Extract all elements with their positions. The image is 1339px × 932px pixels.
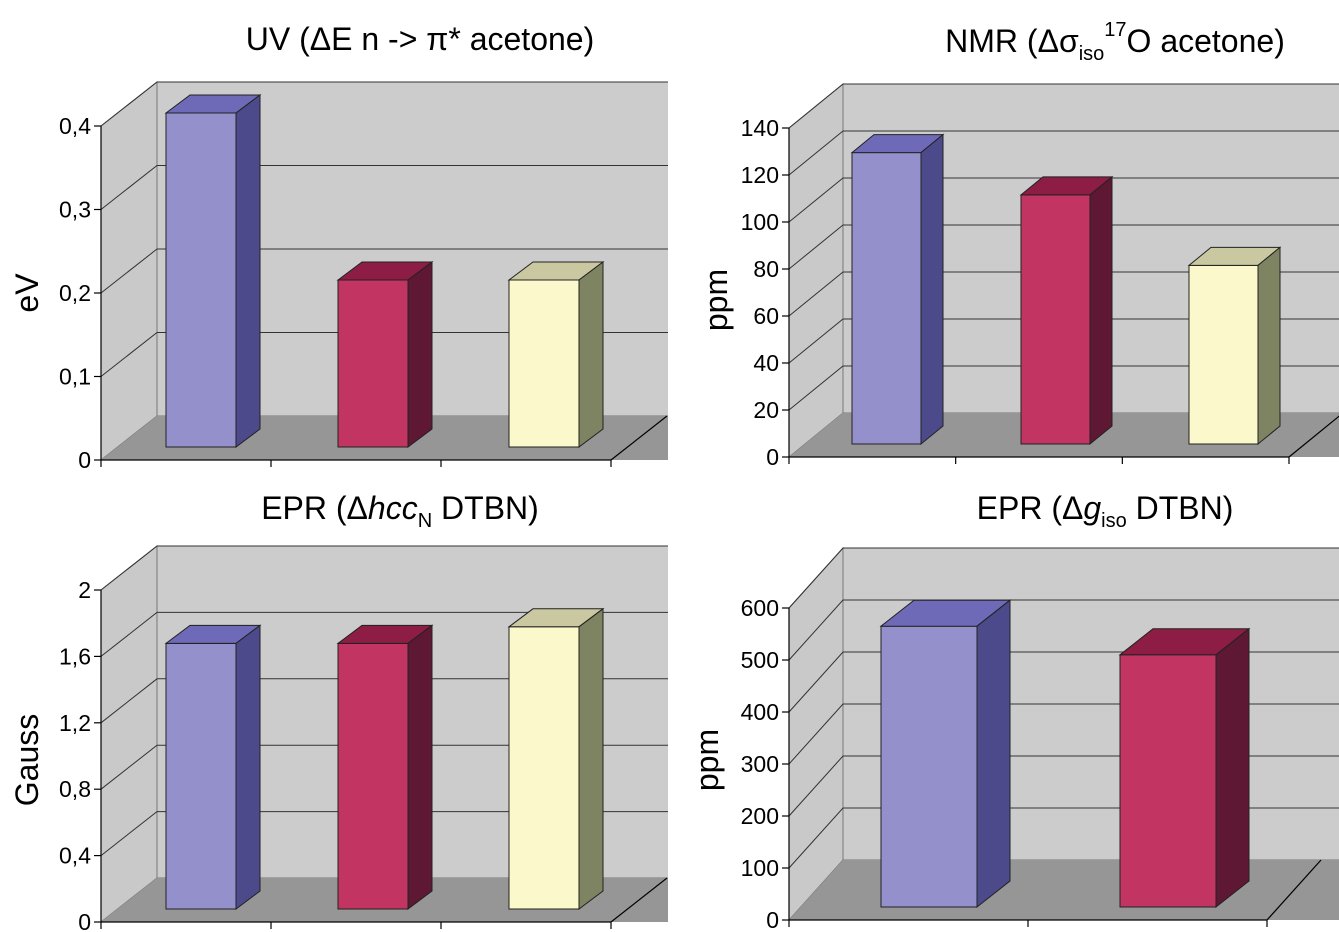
y-axis-label: Gauss bbox=[9, 714, 45, 806]
y-tick-label: 140 bbox=[741, 115, 779, 141]
y-tick-label: 0 bbox=[766, 444, 779, 470]
bar bbox=[1019, 175, 1114, 446]
epr-g-chart: 0 100 200 300 400 500 600 ppm EPR (Δgiso DTBN) bbox=[689, 490, 1339, 932]
y-tick-label: 0 bbox=[78, 909, 91, 932]
y-tick-label: 120 bbox=[741, 162, 779, 188]
y-tick-label: 500 bbox=[741, 647, 779, 673]
chart-title: EPR (Δgiso DTBN) bbox=[977, 490, 1234, 532]
bar bbox=[879, 599, 1012, 909]
bar bbox=[164, 624, 262, 910]
bar bbox=[1187, 246, 1282, 446]
y-tick-label: 200 bbox=[741, 803, 779, 829]
y-tick-label: 1,6 bbox=[59, 643, 91, 669]
gridline bbox=[788, 651, 1339, 713]
y-tick-label: 100 bbox=[741, 855, 779, 881]
y-tick-label: 0,8 bbox=[59, 776, 91, 802]
gridline bbox=[100, 744, 668, 790]
side-wall bbox=[100, 544, 158, 924]
y-tick-label: 80 bbox=[753, 256, 779, 282]
gridline bbox=[100, 545, 668, 591]
gridline bbox=[788, 755, 1339, 817]
gridline bbox=[788, 83, 1339, 129]
y-tick-label: 400 bbox=[741, 699, 779, 725]
chart-title: EPR (ΔhccN DTBN) bbox=[261, 490, 539, 532]
gridline bbox=[788, 547, 1339, 609]
y-tick-label: 20 bbox=[753, 397, 779, 423]
gridline bbox=[788, 599, 1339, 661]
bar bbox=[1118, 627, 1251, 909]
bar bbox=[336, 261, 434, 448]
gridline bbox=[100, 811, 668, 856]
gridline bbox=[788, 365, 1339, 411]
y-tick-label: 0,2 bbox=[59, 280, 91, 306]
bar bbox=[507, 607, 605, 910]
gridline bbox=[100, 611, 668, 657]
y-tick-label: 1,2 bbox=[59, 710, 91, 736]
y-tick-label: 0 bbox=[766, 907, 779, 932]
gridline bbox=[788, 703, 1339, 765]
gridline bbox=[788, 318, 1339, 364]
y-tick-label: 300 bbox=[741, 751, 779, 777]
gridline bbox=[788, 807, 1339, 869]
y-tick-label: 100 bbox=[741, 209, 779, 235]
y-axis-label: ppm bbox=[689, 729, 725, 791]
bar bbox=[507, 261, 605, 448]
y-tick-label: 0,3 bbox=[59, 197, 91, 223]
y-tick-label: 60 bbox=[753, 303, 779, 329]
gridline bbox=[100, 332, 668, 377]
y-tick-label: 2 bbox=[78, 577, 91, 603]
epr-hcc-chart: 0 0,4 0,8 1,2 1,6 2 Gauss EPR (ΔhccN DTBN) bbox=[9, 490, 668, 932]
y-tick-label: 40 bbox=[753, 350, 779, 376]
bar bbox=[850, 133, 945, 446]
bar bbox=[164, 94, 262, 448]
y-tick-label: 600 bbox=[741, 595, 779, 621]
gridline bbox=[100, 165, 668, 210]
gridline bbox=[788, 271, 1339, 317]
chart-title: UV (ΔE n -> π* acetone) bbox=[246, 21, 594, 57]
y-axis-label: ppm bbox=[698, 269, 734, 331]
y-tick-label: 0,1 bbox=[59, 364, 91, 390]
floor bbox=[789, 860, 1339, 920]
y-axis-label: eV bbox=[9, 273, 45, 313]
y-tick-label: 0,4 bbox=[59, 113, 91, 139]
gridline bbox=[788, 177, 1339, 223]
gridline bbox=[100, 248, 668, 294]
y-tick-label: 0 bbox=[78, 447, 91, 473]
uv-chart: 0 0,1 0,2 0,3 0,4 eV UV (ΔE n -> π* acetone) bbox=[9, 21, 668, 473]
nmr-chart: 0 20 40 60 80 100 120 140 ppm NMR (Δσiso17O aceto… bbox=[698, 19, 1339, 470]
y-tick-label: 0,4 bbox=[59, 843, 91, 869]
gridline bbox=[100, 81, 668, 127]
gridline bbox=[788, 224, 1339, 270]
gridline bbox=[100, 678, 668, 724]
side-wall bbox=[788, 82, 844, 459]
gridline bbox=[788, 130, 1339, 176]
bar bbox=[336, 624, 434, 910]
chart-title: NMR (Δσiso17O acetone) bbox=[945, 19, 1285, 65]
